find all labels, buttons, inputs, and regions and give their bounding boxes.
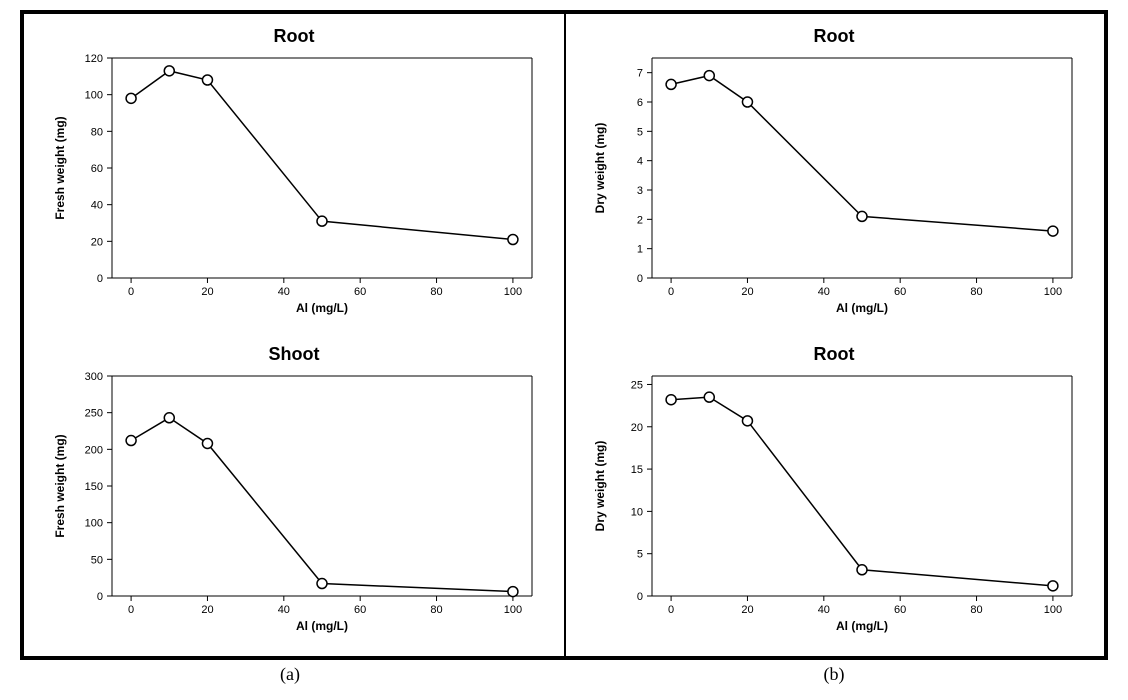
- svg-text:120: 120: [85, 53, 103, 65]
- svg-text:250: 250: [85, 408, 103, 420]
- svg-text:Fresh weight (mg): Fresh weight (mg): [53, 434, 67, 537]
- svg-text:Dry weight (mg): Dry weight (mg): [593, 441, 607, 532]
- svg-text:20: 20: [201, 604, 213, 616]
- svg-text:25: 25: [631, 379, 643, 391]
- svg-text:5: 5: [637, 549, 643, 561]
- svg-text:4: 4: [637, 156, 643, 168]
- svg-text:Al (mg/L): Al (mg/L): [296, 301, 348, 315]
- svg-text:6: 6: [637, 97, 643, 109]
- svg-text:3: 3: [637, 185, 643, 197]
- svg-text:Dry weight (mg): Dry weight (mg): [593, 123, 607, 214]
- svg-text:10: 10: [631, 506, 643, 518]
- svg-text:Al (mg/L): Al (mg/L): [296, 619, 348, 633]
- svg-text:80: 80: [91, 126, 103, 138]
- svg-text:200: 200: [85, 444, 103, 456]
- svg-text:100: 100: [85, 518, 103, 530]
- svg-text:20: 20: [91, 236, 103, 248]
- svg-text:20: 20: [201, 286, 213, 298]
- svg-text:0: 0: [128, 604, 134, 616]
- caption-b: (b): [564, 664, 1104, 685]
- svg-text:0: 0: [668, 286, 674, 298]
- svg-text:20: 20: [741, 286, 753, 298]
- svg-text:60: 60: [354, 604, 366, 616]
- panel-b: Root 02040608010001234567Al (mg/L)Dry we…: [564, 14, 1104, 656]
- svg-text:60: 60: [894, 286, 906, 298]
- svg-text:300: 300: [85, 371, 103, 383]
- chart-title: Shoot: [34, 344, 554, 365]
- svg-text:7: 7: [637, 68, 643, 80]
- svg-text:150: 150: [85, 481, 103, 493]
- svg-text:0: 0: [637, 273, 643, 285]
- svg-text:40: 40: [818, 604, 830, 616]
- svg-text:Fresh weight (mg): Fresh weight (mg): [53, 116, 67, 219]
- chart-title: Root: [34, 26, 554, 47]
- caption-a: (a): [20, 664, 560, 685]
- chart-svg: 0 20 40 60 80 100 0 1 2 3 4 5 6 7 Al (mg/L) Dry weight …: [574, 48, 1094, 318]
- svg-text:60: 60: [894, 604, 906, 616]
- chart-svg: 0 20 40 60 80 100 0 5 10 15 20 25 Al (mg/L) Dry weigh…: [574, 366, 1094, 636]
- svg-text:Al (mg/L): Al (mg/L): [836, 619, 888, 633]
- svg-text:0: 0: [97, 591, 103, 603]
- chart-a-bottom: Shoot 0 20 40 60 80 100 0 50 100 150 200 250 300 Al (…: [34, 344, 554, 644]
- svg-text:60: 60: [91, 163, 103, 175]
- svg-text:100: 100: [504, 604, 522, 616]
- svg-text:80: 80: [430, 286, 442, 298]
- svg-text:15: 15: [631, 464, 643, 476]
- chart-svg: 0 20 40 60 80 100 0 20 40 60 80 100 120 Al (mg/L) Fres…: [34, 48, 554, 318]
- svg-text:0: 0: [668, 604, 674, 616]
- svg-text:5: 5: [637, 126, 643, 138]
- svg-text:60: 60: [354, 286, 366, 298]
- chart-svg: 0 20 40 60 80 100 0 50 100 150 200 250 300 Al (mg/L) F…: [34, 366, 554, 636]
- svg-text:2: 2: [637, 214, 643, 226]
- svg-text:Al (mg/L): Al (mg/L): [836, 301, 888, 315]
- svg-text:0: 0: [128, 286, 134, 298]
- svg-text:50: 50: [91, 554, 103, 566]
- svg-text:100: 100: [85, 90, 103, 102]
- svg-text:0: 0: [637, 591, 643, 603]
- svg-text:40: 40: [278, 604, 290, 616]
- svg-text:100: 100: [1044, 286, 1062, 298]
- svg-text:40: 40: [278, 286, 290, 298]
- chart-b-top: Root 0 20 40 60 80 100 0 1 2 3 4 5 6 7 Al (mg/L) Dry we…: [574, 26, 1094, 326]
- svg-text:40: 40: [818, 286, 830, 298]
- chart-b-bottom: Root 0 20 40 60 80 100 0 5 10 15 20 25 Al (mg/L) Dry …: [574, 344, 1094, 644]
- svg-text:40: 40: [91, 200, 103, 212]
- svg-text:80: 80: [970, 286, 982, 298]
- svg-text:20: 20: [741, 604, 753, 616]
- chart-title: Root: [574, 26, 1094, 47]
- svg-text:1: 1: [637, 244, 643, 256]
- svg-text:80: 80: [430, 604, 442, 616]
- svg-text:80: 80: [970, 604, 982, 616]
- svg-text:0: 0: [97, 273, 103, 285]
- svg-text:20: 20: [631, 422, 643, 434]
- panel-a: Root 0 20 40 60 80 100 0 20 40 60 80 100 120 Al (mg/L…: [24, 14, 564, 656]
- chart-title: Root: [574, 344, 1094, 365]
- svg-text:100: 100: [504, 286, 522, 298]
- svg-text:100: 100: [1044, 604, 1062, 616]
- figure-frame: Root 020406080100020406080100120Al (mg/L…: [20, 10, 1108, 660]
- chart-a-top: Root 0 20 40 60 80 100 0 20 40 60 80 100 120 Al (mg/L…: [34, 26, 554, 326]
